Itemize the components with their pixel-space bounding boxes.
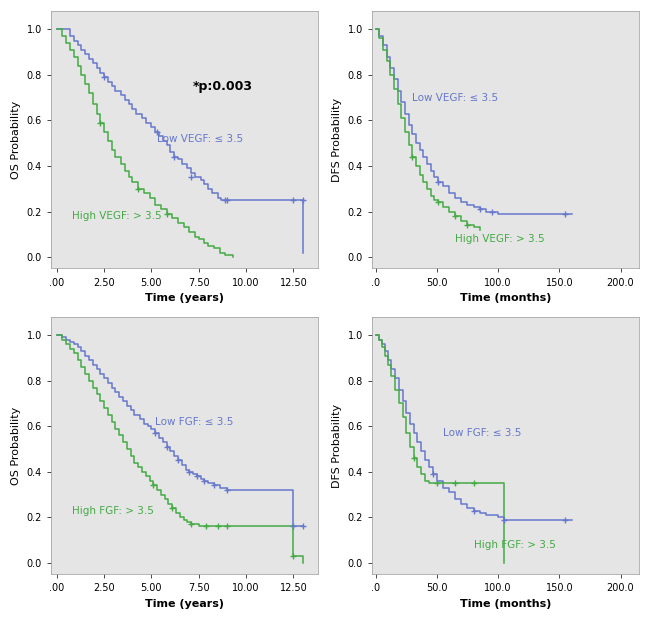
Text: Low FGF: ≤ 3.5: Low FGF: ≤ 3.5 [443,428,521,438]
Text: *p:0.003: *p:0.003 [193,80,253,93]
X-axis label: Time (months): Time (months) [460,599,551,609]
Y-axis label: OS Probability: OS Probability [11,407,21,485]
Text: High VEGF: > 3.5: High VEGF: > 3.5 [455,234,545,244]
Text: Low VEGF: ≤ 3.5: Low VEGF: ≤ 3.5 [157,134,243,144]
Text: Low VEGF: ≤ 3.5: Low VEGF: ≤ 3.5 [412,92,499,103]
Text: High FGF: > 3.5: High FGF: > 3.5 [72,505,154,516]
Text: High VEGF: > 3.5: High VEGF: > 3.5 [72,211,161,221]
X-axis label: Time (years): Time (years) [145,293,224,303]
Y-axis label: DFS Probability: DFS Probability [332,98,342,182]
X-axis label: Time (months): Time (months) [460,293,551,303]
Text: High FGF: > 3.5: High FGF: > 3.5 [474,539,556,550]
Y-axis label: DFS Probability: DFS Probability [332,404,342,488]
X-axis label: Time (years): Time (years) [145,599,224,609]
Y-axis label: OS Probability: OS Probability [11,100,21,179]
Text: Low FGF: ≤ 3.5: Low FGF: ≤ 3.5 [155,417,233,427]
